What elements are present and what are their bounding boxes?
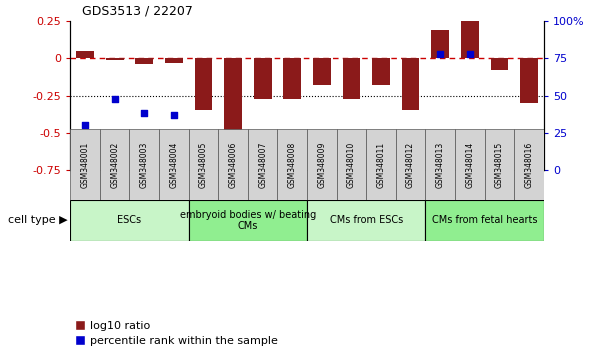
Bar <box>366 129 396 200</box>
Bar <box>130 129 159 200</box>
Text: GDS3513 / 22207: GDS3513 / 22207 <box>82 5 193 18</box>
Bar <box>396 129 425 200</box>
Bar <box>254 58 271 98</box>
Bar <box>343 58 360 98</box>
Text: GSM348005: GSM348005 <box>199 141 208 188</box>
Bar <box>224 58 242 136</box>
Text: GSM348015: GSM348015 <box>495 142 504 188</box>
Bar <box>402 58 420 110</box>
Legend: log10 ratio, percentile rank within the sample: log10 ratio, percentile rank within the … <box>76 321 278 346</box>
Text: ESCs: ESCs <box>117 215 142 225</box>
Bar <box>307 200 425 241</box>
Bar <box>70 200 189 241</box>
Text: GSM348001: GSM348001 <box>81 142 90 188</box>
Bar <box>514 129 544 200</box>
Point <box>199 152 208 158</box>
Bar <box>455 129 485 200</box>
Bar <box>425 200 544 241</box>
Text: GSM348016: GSM348016 <box>524 142 533 188</box>
Text: CMs from fetal hearts: CMs from fetal hearts <box>432 215 537 225</box>
Text: GSM348002: GSM348002 <box>110 142 119 188</box>
Text: embryoid bodies w/ beating
CMs: embryoid bodies w/ beating CMs <box>180 210 316 231</box>
Bar <box>218 129 248 200</box>
Bar <box>189 129 218 200</box>
Bar <box>337 129 366 200</box>
Text: GSM348003: GSM348003 <box>140 141 148 188</box>
Text: GSM348008: GSM348008 <box>288 142 297 188</box>
Bar <box>165 58 183 63</box>
Text: GSM348013: GSM348013 <box>436 142 445 188</box>
Bar <box>485 129 514 200</box>
Bar <box>277 129 307 200</box>
Text: CMs from ESCs: CMs from ESCs <box>329 215 403 225</box>
Text: GSM348014: GSM348014 <box>466 142 474 188</box>
Text: GSM348009: GSM348009 <box>317 141 326 188</box>
Text: GSM348011: GSM348011 <box>376 142 386 188</box>
Bar <box>70 129 100 200</box>
Bar <box>425 129 455 200</box>
Point <box>169 112 179 118</box>
Text: GSM348004: GSM348004 <box>169 141 178 188</box>
Bar <box>159 129 189 200</box>
Bar <box>106 58 123 60</box>
Point <box>376 142 386 148</box>
Point <box>524 140 534 146</box>
Text: GSM348007: GSM348007 <box>258 141 267 188</box>
Point <box>139 110 149 116</box>
Bar <box>136 58 153 64</box>
Bar <box>100 129 130 200</box>
Point <box>465 51 475 57</box>
Bar <box>372 58 390 85</box>
Bar <box>431 30 449 58</box>
Point <box>494 137 504 143</box>
Bar <box>491 58 508 70</box>
Point <box>80 122 90 128</box>
Point <box>287 137 297 143</box>
Text: GSM348010: GSM348010 <box>347 142 356 188</box>
Bar <box>194 58 213 110</box>
Point <box>258 142 268 148</box>
Bar <box>307 129 337 200</box>
Bar <box>76 51 94 58</box>
Bar <box>461 21 478 58</box>
Bar <box>189 200 307 241</box>
Point <box>435 51 445 57</box>
Bar <box>520 58 538 103</box>
Point <box>406 137 415 143</box>
Point <box>346 142 356 148</box>
Bar <box>313 58 331 85</box>
Point <box>110 96 120 101</box>
Point <box>317 140 327 146</box>
Bar <box>284 58 301 98</box>
Point <box>228 160 238 165</box>
Text: GSM348012: GSM348012 <box>406 142 415 188</box>
Bar <box>248 129 277 200</box>
Text: GSM348006: GSM348006 <box>229 141 238 188</box>
Text: cell type ▶: cell type ▶ <box>7 215 67 225</box>
